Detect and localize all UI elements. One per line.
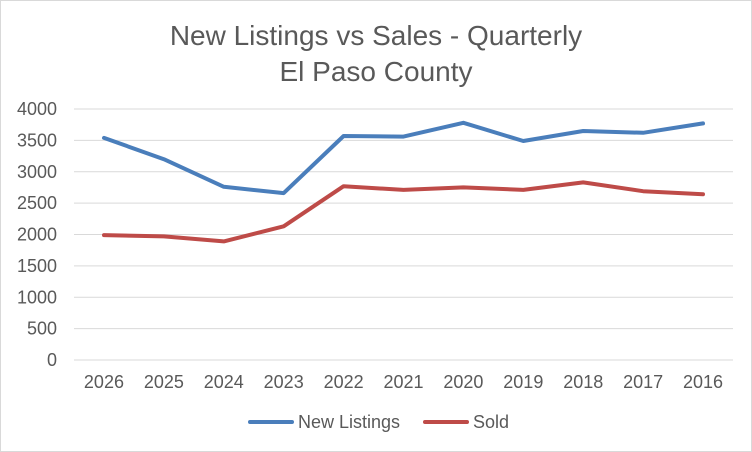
x-tick-label: 2016: [683, 372, 723, 392]
y-tick-label: 3000: [17, 162, 57, 182]
chart-title-line-1: New Listings vs Sales - Quarterly: [170, 20, 582, 51]
x-tick-label: 2020: [443, 372, 483, 392]
y-tick-label: 0: [47, 350, 57, 370]
x-tick-label: 2021: [383, 372, 423, 392]
chart-title: New Listings vs Sales - Quarterly El Pas…: [170, 20, 582, 87]
legend: New Listings Sold: [248, 412, 509, 432]
series-line-sold: [102, 180, 705, 244]
y-tick-label: 1000: [17, 287, 57, 307]
x-tick-label: 2025: [144, 372, 184, 392]
y-tick-label: 3500: [17, 130, 57, 150]
x-tick-label: 2022: [324, 372, 364, 392]
y-tick-label: 2000: [17, 225, 57, 245]
y-tick-label: 1500: [17, 256, 57, 276]
chart-title-line-2: El Paso County: [280, 56, 473, 87]
x-tick-label: 2026: [84, 372, 124, 392]
x-tick-label: 2019: [503, 372, 543, 392]
x-axis-tick-labels: 2026 2025 2024 2023 2022 2021 2020 2019 2018 2017…: [84, 372, 723, 392]
y-tick-label: 4000: [17, 99, 57, 119]
y-tick-label: 500: [27, 319, 57, 339]
x-tick-label: 2018: [563, 372, 603, 392]
legend-label-sold: Sold: [473, 412, 509, 432]
gridlines: [74, 108, 733, 361]
legend-label-new-listings: New Listings: [298, 412, 400, 432]
x-tick-label: 2017: [623, 372, 663, 392]
y-axis-tick-labels: 0 500 1000 1500 2000 2500 3000 3500 4000: [17, 99, 57, 370]
series-lines: [102, 120, 705, 244]
x-tick-label: 2023: [264, 372, 304, 392]
series-line-new-listings: [102, 120, 705, 196]
x-tick-label: 2024: [204, 372, 244, 392]
y-tick-label: 2500: [17, 193, 57, 213]
